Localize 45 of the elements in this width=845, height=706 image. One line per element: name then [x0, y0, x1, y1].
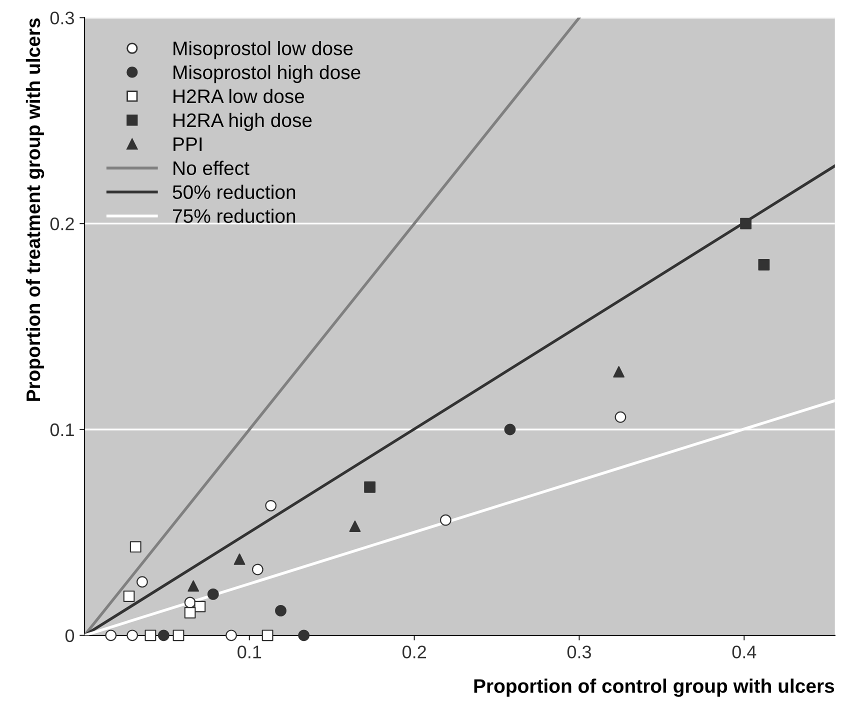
legend-label: No effect — [174, 160, 250, 176]
point — [184, 607, 196, 618]
point — [136, 576, 148, 588]
point — [252, 564, 264, 576]
point — [349, 520, 361, 532]
y-tick-label: 0.3 — [50, 12, 74, 24]
legend-label: Misoprostol low dose — [174, 40, 353, 60]
point — [265, 500, 277, 512]
point — [207, 588, 219, 600]
legend-label: 75% reduction — [172, 208, 296, 223]
point — [158, 630, 170, 642]
x-tick-label: 0.3 — [567, 646, 591, 658]
point — [130, 541, 142, 553]
point — [262, 630, 274, 642]
legend-label: 50% reduction — [172, 184, 296, 200]
y-axis-title: Proportion of treatment group with ulcers — [26, 18, 44, 401]
legend-label: Misoprostol high dose — [174, 64, 360, 84]
x-tick-label: 0.1 — [238, 646, 262, 658]
point — [613, 366, 625, 378]
point — [144, 630, 156, 642]
point — [440, 514, 452, 526]
point — [275, 604, 286, 616]
point — [614, 411, 626, 423]
point — [504, 424, 516, 436]
point — [123, 590, 135, 602]
legend-label: H2RA low dose — [174, 88, 304, 104]
point — [194, 600, 206, 612]
legend-label: H2RA high dose — [174, 112, 312, 131]
x-axis-title: Proportion of control group with ulcers — [474, 678, 834, 697]
point — [105, 630, 117, 642]
point — [740, 218, 752, 230]
y-tick-label: 0.2 — [50, 218, 74, 230]
point — [364, 481, 376, 493]
y-tick-label: 0 — [65, 629, 74, 642]
point — [234, 554, 246, 565]
point — [126, 630, 138, 642]
point — [758, 259, 770, 270]
y-tick-label: 0.1 — [50, 423, 74, 436]
point — [172, 630, 184, 642]
point — [298, 630, 310, 642]
x-tick-label: 0.2 — [402, 646, 426, 658]
x-tick-label: 0.4 — [732, 646, 756, 658]
point — [226, 630, 237, 642]
point — [188, 580, 200, 592]
legend-label: PPI — [174, 138, 202, 151]
